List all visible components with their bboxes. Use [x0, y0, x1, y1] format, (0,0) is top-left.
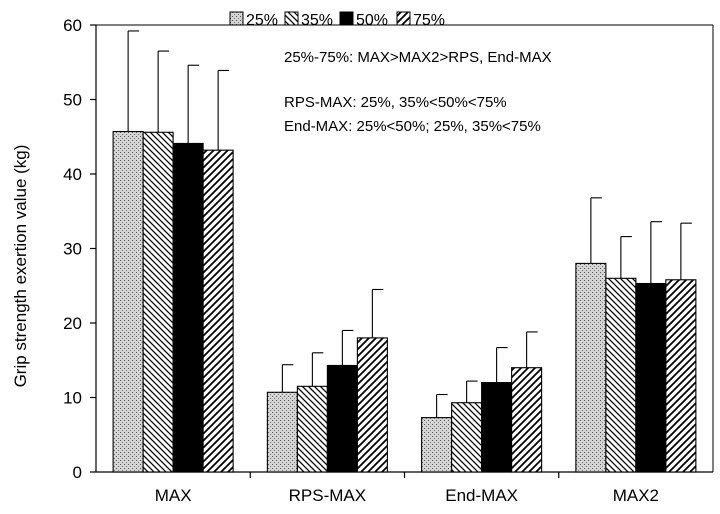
bar-max-35pct — [142, 131, 174, 473]
x-tick-label-1: RPS-MAX — [289, 486, 366, 505]
bar-rps-max-50pct — [326, 364, 358, 473]
y-axis-title: Grip strength exertion value (kg) — [11, 145, 30, 388]
bar-max-50pct — [172, 142, 204, 473]
y-tick-label-10: 10 — [63, 389, 82, 408]
y-tick-label-40: 40 — [63, 165, 82, 184]
x-tick-label-2: End-MAX — [445, 486, 518, 505]
bar-end-max-25pct — [421, 417, 453, 473]
annotation-rps-max: RPS-MAX: 25%, 35%<50%<75% — [284, 94, 507, 111]
bar-rps-max-75pct — [356, 337, 388, 473]
y-tick-label-50: 50 — [63, 91, 82, 110]
legend-item-35: 35% — [284, 11, 333, 29]
bar-end-max-50pct — [481, 382, 513, 473]
legend-swatch-50 — [339, 11, 354, 26]
y-tick-label-30: 30 — [63, 240, 82, 259]
bar-end-max-35pct — [451, 402, 483, 473]
legend-swatch-25 — [229, 11, 244, 26]
legend-item-75: 75% — [396, 11, 445, 29]
x-tick-label-0: MAX — [155, 486, 192, 505]
bar-max-25pct — [112, 130, 144, 473]
bar-end-max-75pct — [511, 367, 543, 473]
plot-area: 0 10 20 30 40 50 60 MAX RPS-MAX End-MAX MAX2 — [63, 16, 714, 505]
legend-label-25: 25% — [246, 12, 278, 29]
x-tick-label-3: MAX2 — [613, 486, 659, 505]
bar-max2-35pct — [605, 277, 637, 473]
legend-item-50: 50% — [339, 11, 388, 29]
bar-max2-50pct — [635, 282, 667, 473]
legend-swatch-35 — [284, 11, 299, 26]
bar-rps-max-25pct — [266, 391, 298, 473]
y-tick-label-60: 60 — [63, 16, 82, 35]
bar-rps-max-35pct — [296, 385, 328, 473]
legend: 25% 35% 50% 75% — [229, 11, 445, 29]
bar-max-75pct — [202, 149, 234, 473]
legend-item-25: 25% — [229, 11, 278, 29]
legend-label-75: 75% — [413, 12, 445, 29]
annotation-end-max: End-MAX: 25%<50%; 25%, 35%<75% — [284, 118, 541, 135]
legend-swatch-75 — [396, 11, 411, 26]
bar-max2-75pct — [665, 279, 697, 473]
y-tick-label-20: 20 — [63, 314, 82, 333]
annotation-overall: 25%-75%: MAX>MAX2>RPS, End-MAX — [284, 49, 552, 66]
bar-max2-25pct — [575, 262, 607, 473]
legend-label-35: 35% — [301, 12, 333, 29]
y-tick-label-0: 0 — [73, 463, 82, 482]
legend-label-50: 50% — [356, 12, 388, 29]
